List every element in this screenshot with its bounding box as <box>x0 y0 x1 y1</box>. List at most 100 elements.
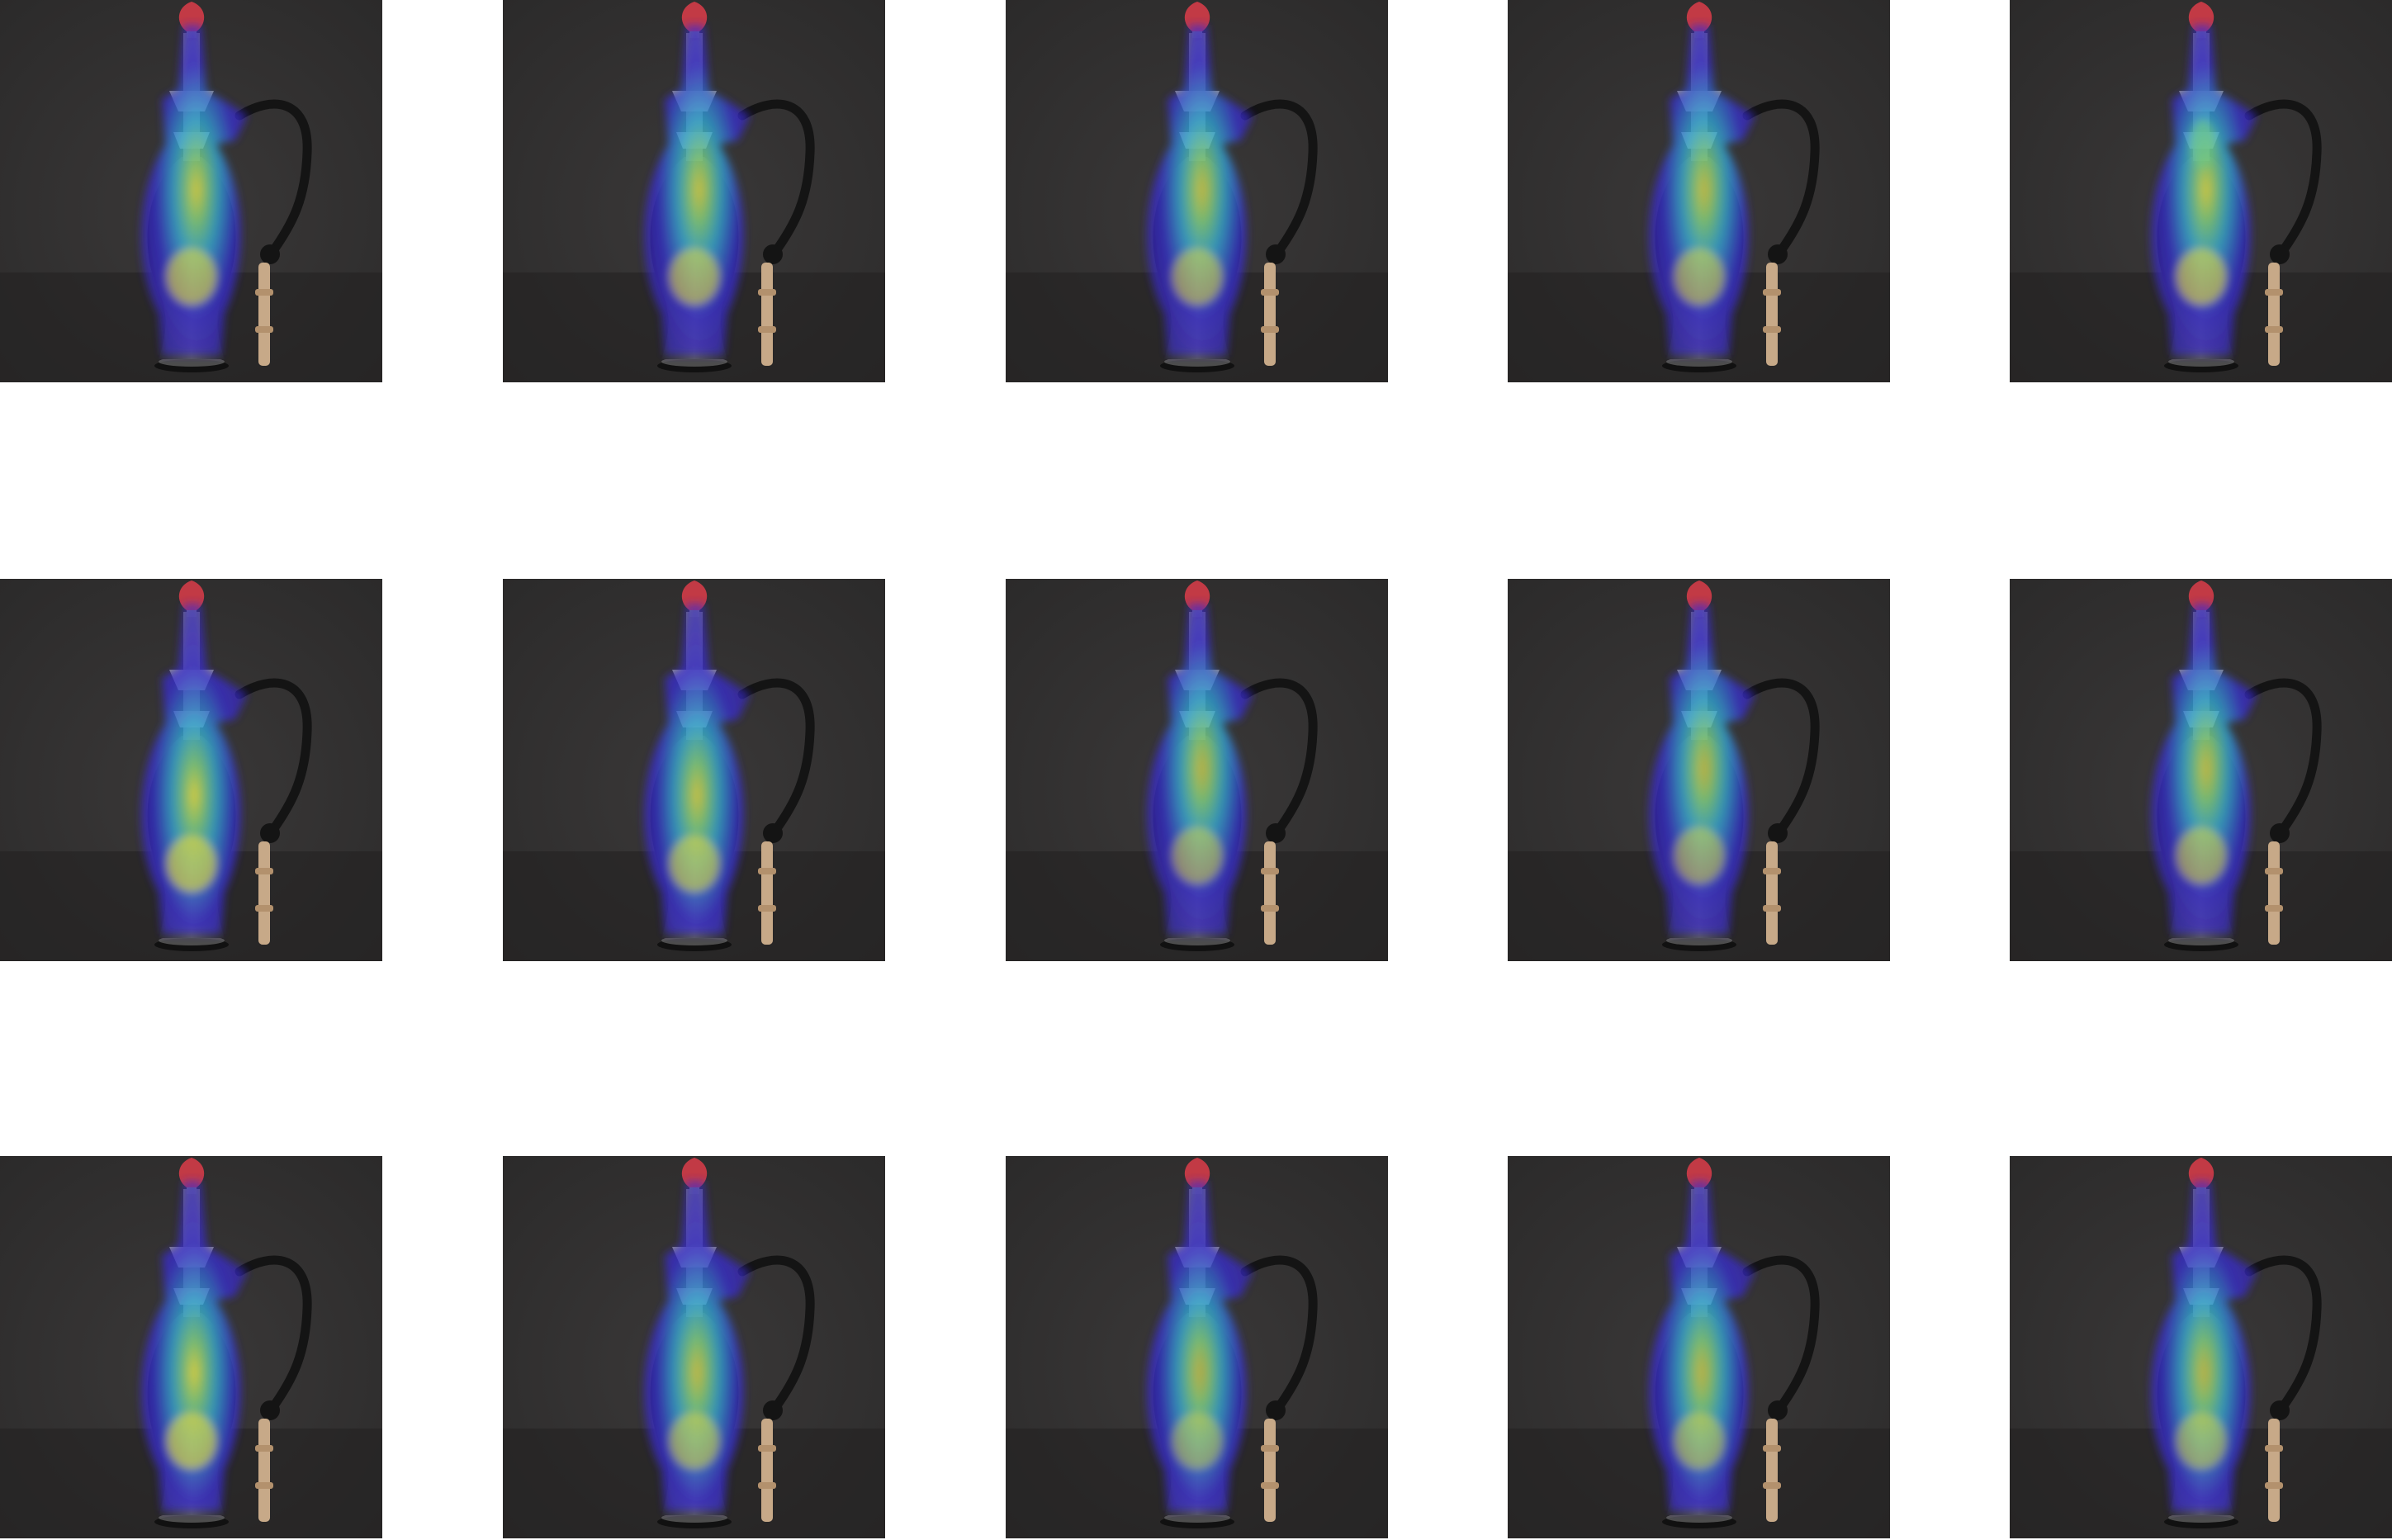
hookah-bowl <box>178 2 205 31</box>
hose <box>737 1255 815 1413</box>
attention-heatmap <box>2150 604 2257 934</box>
hookah-bowl <box>1184 2 1210 31</box>
mouthpiece <box>1766 1419 1778 1522</box>
hose <box>2244 99 2322 257</box>
heatmap-region <box>643 1181 751 1511</box>
attention-heatmap <box>643 604 751 934</box>
mouthpiece <box>1264 1419 1276 1522</box>
attention-heatmap <box>1146 1181 1253 1511</box>
attention-heatmap <box>140 1181 248 1511</box>
hose-joint <box>763 823 783 843</box>
hose <box>1240 99 1318 257</box>
heatmap-peak <box>2176 249 2226 305</box>
hookah-bowl <box>178 580 205 610</box>
heatmap-region <box>2150 1181 2257 1511</box>
attention-heatmap <box>1648 604 1755 934</box>
hookah-bowl <box>1184 1158 1210 1187</box>
heatmap-peak <box>670 836 719 892</box>
mouthpiece <box>1264 841 1276 945</box>
hookah-bowl <box>1184 580 1210 610</box>
attention-heatmap <box>140 25 248 355</box>
hose-joint <box>260 823 280 843</box>
hose <box>234 99 312 257</box>
mouthpiece <box>1264 263 1276 366</box>
heatmap-region <box>140 1181 248 1511</box>
hose-joint <box>260 244 280 264</box>
hose <box>737 99 815 257</box>
heatmap-panel <box>2010 0 2392 382</box>
heatmap-panel <box>0 1156 382 1538</box>
mouthpiece <box>1766 841 1778 945</box>
heatmap-panel <box>503 1156 885 1538</box>
mouthpiece <box>761 1419 773 1522</box>
hose <box>234 678 312 836</box>
heatmap-peak <box>1674 1413 1724 1469</box>
heatmap-panel <box>0 579 382 961</box>
heatmap-region <box>1146 1181 1253 1511</box>
hose <box>1240 678 1318 836</box>
heatmap-region <box>1648 1181 1755 1511</box>
hookah-bowl <box>2188 580 2214 610</box>
hose-joint <box>2270 244 2290 264</box>
heatmap-panel <box>1508 1156 1890 1538</box>
mouthpiece <box>761 841 773 945</box>
heatmap-peak <box>2176 827 2226 884</box>
hose-joint <box>2270 823 2290 843</box>
heatmap-panel <box>1006 579 1388 961</box>
heatmap-peak <box>2176 1413 2226 1469</box>
hose <box>2244 1255 2322 1413</box>
attention-heatmap <box>1648 25 1755 355</box>
hose-joint <box>763 244 783 264</box>
hose <box>1742 99 1820 257</box>
hose-joint <box>1266 244 1286 264</box>
hookah-bowl <box>681 1158 708 1187</box>
hose <box>1240 1255 1318 1413</box>
hookah-bowl <box>1686 2 1712 31</box>
hookah-bowl <box>681 580 708 610</box>
hookah-bowl <box>1686 1158 1712 1187</box>
mouthpiece <box>2268 263 2280 366</box>
hookah-bowl <box>2188 1158 2214 1187</box>
hose <box>2244 678 2322 836</box>
hookah-bowl <box>178 1158 205 1187</box>
attention-heatmap <box>2150 25 2257 355</box>
mouthpiece <box>2268 841 2280 945</box>
heatmap-region <box>140 604 248 934</box>
heatmap-region <box>643 604 751 934</box>
attention-heatmap <box>1648 1181 1755 1511</box>
heatmap-peak <box>1674 827 1724 884</box>
heatmap-peak <box>1172 249 1222 305</box>
heatmap-peak <box>167 1413 216 1469</box>
heatmap-panel <box>503 579 885 961</box>
hose <box>737 678 815 836</box>
attention-heatmap <box>140 604 248 934</box>
hookah-bowl <box>2188 2 2214 31</box>
attention-heatmap <box>1146 25 1253 355</box>
heatmap-peak <box>1172 1413 1222 1469</box>
heatmap-panel <box>0 0 382 382</box>
hose-joint <box>1768 1400 1788 1420</box>
hose-joint <box>763 1400 783 1420</box>
heatmap-peak <box>670 1413 719 1469</box>
heatmap-peak <box>167 836 216 892</box>
attention-heatmap <box>643 1181 751 1511</box>
hose-joint <box>1768 823 1788 843</box>
attention-heatmap <box>643 25 751 355</box>
mouthpiece <box>2268 1419 2280 1522</box>
heatmap-panel <box>1508 579 1890 961</box>
hose-joint <box>260 1400 280 1420</box>
heatmap-panel <box>1006 0 1388 382</box>
heatmap-panel <box>2010 1156 2392 1538</box>
attention-heatmap <box>1146 604 1253 934</box>
hose-joint <box>1266 1400 1286 1420</box>
hookah-bowl <box>681 2 708 31</box>
heatmap-peak <box>167 249 216 305</box>
heatmap-peak <box>1674 249 1724 305</box>
mouthpiece <box>761 263 773 366</box>
attention-heatmap <box>2150 1181 2257 1511</box>
mouthpiece <box>258 841 270 945</box>
heatmap-panel <box>503 0 885 382</box>
heatmap-peak <box>2190 120 2216 169</box>
heatmap-panel <box>1006 1156 1388 1538</box>
